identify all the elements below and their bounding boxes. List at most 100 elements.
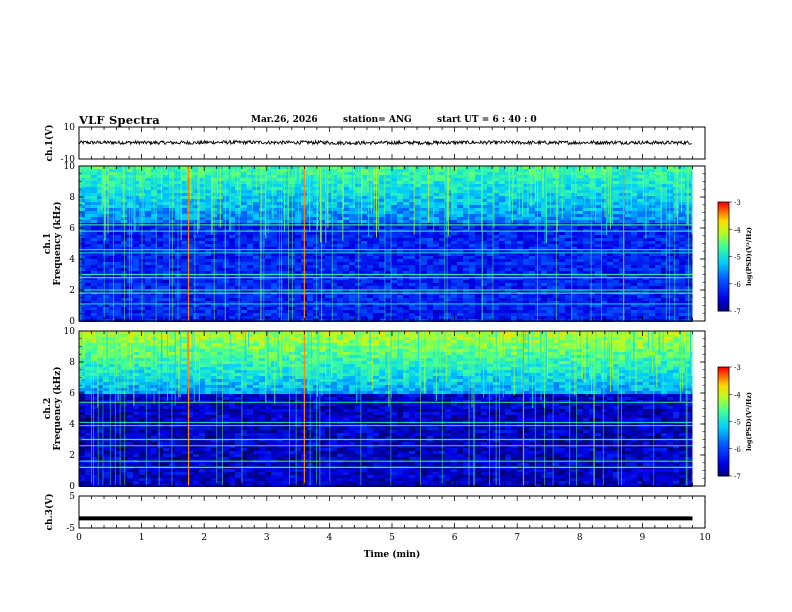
spectrogram-cell: [529, 265, 535, 268]
spectrogram-cell: [493, 295, 499, 298]
spectrogram-cell: [271, 307, 277, 310]
spectrogram-cell: [151, 301, 157, 304]
spectrogram-cell: [625, 208, 631, 211]
spectrogram-cell: [103, 280, 109, 283]
spectrogram-cell: [133, 262, 139, 265]
spectrogram-cell: [289, 181, 295, 184]
spectrogram-cell: [355, 199, 361, 202]
spectrogram-cell: [493, 244, 499, 247]
spectrogram-cell: [601, 226, 607, 229]
spectrogram-cell: [277, 190, 283, 193]
spectrogram-cell: [571, 169, 577, 172]
spectrogram-cell: [199, 268, 205, 271]
spectrogram-cell: [85, 169, 91, 172]
spectrogram-cell: [283, 241, 289, 244]
spectrogram-cell: [283, 220, 289, 223]
spectrogram-cell: [199, 190, 205, 193]
spectrogram-cell: [145, 187, 151, 190]
spectrogram-cell: [601, 274, 607, 277]
spectrogram-cell: [217, 262, 223, 265]
spectrogram-cell: [157, 202, 163, 205]
spectrogram-cell: [163, 301, 169, 304]
spectrogram-cell: [361, 265, 367, 268]
spectrogram-cell: [235, 298, 241, 301]
spectrogram-cell: [451, 247, 457, 250]
spectrogram-cell: [277, 286, 283, 289]
spectrogram-cell: [241, 295, 247, 298]
spectrogram-cell: [337, 226, 343, 229]
spectrogram-cell: [205, 181, 211, 184]
spectrogram-cell: [373, 280, 379, 283]
spectrogram-cell: [439, 205, 445, 208]
spectrogram-cell: [145, 217, 151, 220]
spectrogram-cell: [253, 217, 259, 220]
spectrogram-cell: [331, 184, 337, 187]
spectrogram-cell: [109, 211, 115, 214]
spectrogram-cell: [433, 175, 439, 178]
spectrogram-cell: [589, 316, 595, 319]
spectrogram-cell: [349, 259, 355, 262]
spectrogram-cell: [205, 310, 211, 313]
spectrogram-cell: [79, 175, 85, 178]
spectrogram-cell: [145, 214, 151, 217]
spectrogram-cell: [421, 313, 427, 316]
spectrogram-cell: [403, 226, 409, 229]
spectrogram-cell: [115, 307, 121, 310]
spectrogram-cell: [313, 247, 319, 250]
spectrogram-cell: [457, 220, 463, 223]
spectrogram-cell: [385, 199, 391, 202]
spectrogram-cell: [193, 199, 199, 202]
spectrogram-cell: [523, 298, 529, 301]
spectrogram-cell: [475, 232, 481, 235]
spectrogram-cell: [421, 184, 427, 187]
spectrogram-cell: [463, 187, 469, 190]
spectrogram-cell: [583, 199, 589, 202]
spectrogram-cell: [565, 169, 571, 172]
spectrogram-cell: [187, 268, 193, 271]
spectrogram-cell: [493, 304, 499, 307]
spectrogram-cell: [391, 202, 397, 205]
spectrogram-cell: [127, 205, 133, 208]
spectrogram-cell: [367, 250, 373, 253]
spectrogram-cell: [253, 205, 259, 208]
spectrogram-cell: [121, 262, 127, 265]
spectrogram-cell: [427, 250, 433, 253]
spectrogram-cell: [151, 235, 157, 238]
spectrogram-cell: [469, 217, 475, 220]
spectrogram-cell: [457, 202, 463, 205]
spectrogram-cell: [463, 196, 469, 199]
spectrogram-cell: [127, 265, 133, 268]
spectrogram-cell: [421, 271, 427, 274]
spectrogram-cell: [505, 178, 511, 181]
spectrogram-cell: [241, 226, 247, 229]
spectrogram-cell: [433, 277, 439, 280]
spectrogram-cell: [499, 178, 505, 181]
spectrogram-cell: [349, 307, 355, 310]
spectrogram-cell: [151, 316, 157, 319]
spectrogram-cell: [427, 238, 433, 241]
spectrogram-cell: [241, 172, 247, 175]
spectrogram-cell: [133, 217, 139, 220]
spectrogram-cell: [409, 193, 415, 196]
spectrogram-cell: [295, 214, 301, 217]
spectrogram-cell: [529, 226, 535, 229]
spectrogram-cell: [505, 196, 511, 199]
spectrogram-cell: [487, 208, 493, 211]
spectrogram-cell: [145, 169, 151, 172]
spectrogram-cell: [487, 226, 493, 229]
spectrogram-cell: [145, 307, 151, 310]
spectrogram-cell: [601, 307, 607, 310]
spectrogram-cell: [91, 181, 97, 184]
spectrogram-cell: [541, 172, 547, 175]
spectrogram-cell: [97, 247, 103, 250]
spectrogram-cell: [625, 211, 631, 214]
spectrogram-cell: [481, 271, 487, 274]
spectrogram-cell: [373, 244, 379, 247]
spectrogram-cell: [463, 208, 469, 211]
spectrogram-cell: [619, 307, 625, 310]
spectrogram-cell: [571, 259, 577, 262]
spectrogram-cell: [433, 226, 439, 229]
spectrogram-cell: [631, 178, 637, 181]
spectrogram-cell: [511, 238, 517, 241]
spectrogram-cell: [493, 277, 499, 280]
